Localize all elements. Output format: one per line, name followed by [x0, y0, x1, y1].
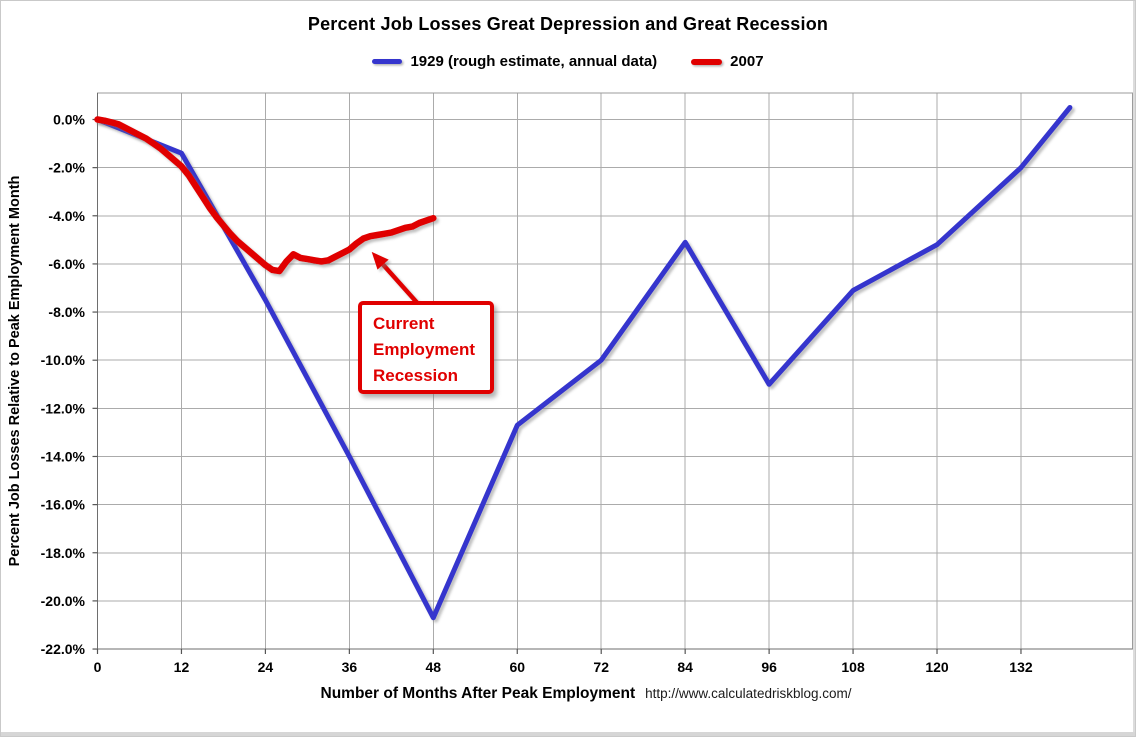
svg-text:132: 132	[1009, 659, 1033, 675]
svg-text:24: 24	[258, 659, 274, 675]
svg-text:-12.0%: -12.0%	[41, 400, 86, 416]
svg-text:-22.0%: -22.0%	[41, 641, 86, 657]
svg-text:0: 0	[94, 659, 102, 675]
svg-text:-18.0%: -18.0%	[41, 545, 86, 561]
plot-frame	[96, 92, 1133, 650]
svg-text:-10.0%: -10.0%	[41, 352, 86, 368]
svg-text:72: 72	[593, 659, 609, 675]
svg-text:-14.0%: -14.0%	[41, 448, 86, 464]
legend-item-1929: 1929 (rough estimate, annual data)	[372, 53, 657, 70]
legend-label-2007: 2007	[730, 53, 764, 70]
annotation-text-line: Current	[373, 314, 435, 333]
legend-label-1929: 1929 (rough estimate, annual data)	[410, 53, 658, 70]
annotation-arrow	[371, 251, 421, 306]
legend-item-2007: 2007	[691, 53, 764, 70]
svg-text:-16.0%: -16.0%	[41, 497, 86, 513]
svg-text:12: 12	[174, 659, 190, 675]
source-url: http://www.calculatedriskblog.com/	[645, 686, 852, 701]
svg-text:-20.0%: -20.0%	[41, 593, 86, 609]
svg-text:-4.0%: -4.0%	[48, 208, 85, 224]
y-axis-title: Percent Job Losses Relative to Peak Empl…	[7, 175, 23, 567]
svg-text:-6.0%: -6.0%	[48, 256, 85, 272]
gridlines	[97, 93, 1133, 649]
annotation-text-line: Recession	[373, 366, 459, 385]
axis-tick-labels: 0 12 24 36 48 60 72 84 96 108 120 132 0.0% -2.0% -4.0%…	[41, 112, 1033, 676]
svg-text:108: 108	[841, 659, 865, 675]
legend: 1929 (rough estimate, annual data) 2007	[1, 53, 1135, 70]
axis-ticks	[92, 118, 1022, 654]
svg-text:120: 120	[925, 659, 949, 675]
svg-text:0.0%: 0.0%	[53, 112, 85, 128]
annotation-text-line: Employment	[373, 340, 476, 359]
data-series-lines	[94, 105, 1073, 621]
svg-text:36: 36	[342, 659, 358, 675]
svg-text:96: 96	[761, 659, 777, 675]
legend-swatch-2007	[691, 58, 723, 65]
window-edge-right	[1133, 1, 1135, 736]
chart-title: Percent Job Losses Great Depression and …	[307, 14, 829, 34]
annotation-callout: Current Employment Recession	[358, 301, 494, 394]
x-axis-title-row: Number of Months After Peak Employment ht…	[19, 685, 1135, 703]
window-edge-bottom	[1, 732, 1135, 736]
svg-text:-8.0%: -8.0%	[48, 304, 85, 320]
svg-text:60: 60	[509, 659, 525, 675]
x-axis-title: Number of Months After Peak Employment	[320, 685, 636, 702]
svg-text:48: 48	[426, 659, 442, 675]
svg-text:84: 84	[677, 659, 693, 675]
svg-text:-2.0%: -2.0%	[48, 160, 85, 176]
legend-swatch-1929	[372, 59, 403, 64]
